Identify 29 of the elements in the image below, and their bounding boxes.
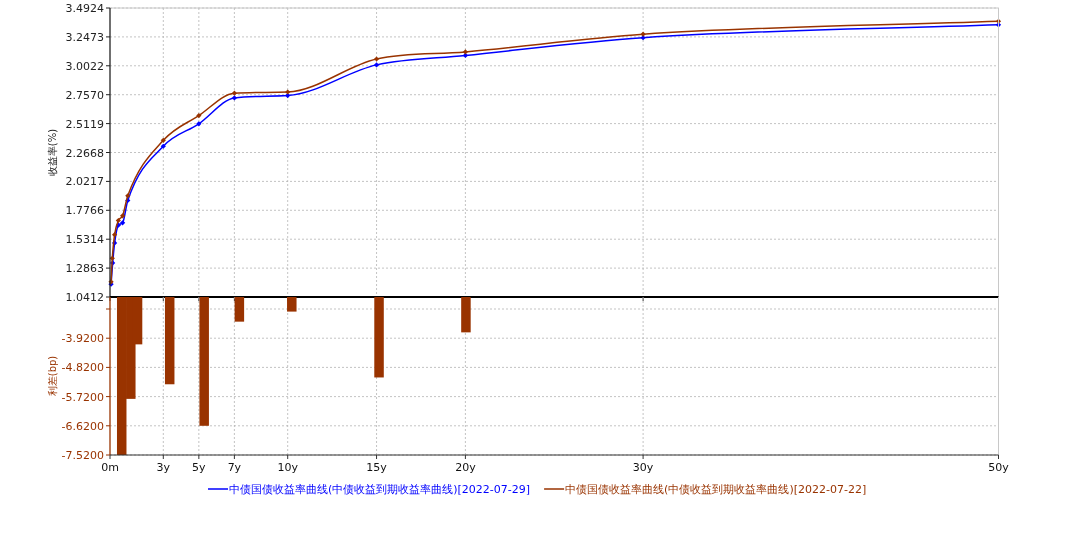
y-tick-label: 2.7570 bbox=[65, 88, 104, 102]
y-tick-label: 1.2863 bbox=[65, 262, 104, 276]
y-tick-label: 2.2668 bbox=[65, 146, 104, 160]
x-tick-label: 7y bbox=[227, 461, 242, 474]
x-tick-label: 15y bbox=[366, 461, 388, 474]
y-tick-label: -7.5200 bbox=[61, 449, 104, 462]
y-tick-label: 1.7766 bbox=[65, 204, 104, 218]
x-tick-label: 30y bbox=[632, 461, 654, 474]
y-axis-title: 收益率(%) bbox=[47, 128, 58, 177]
x-tick-label: 20y bbox=[455, 461, 477, 474]
y-tick-label: 2.5119 bbox=[65, 117, 104, 131]
y-tick-label: -6.6200 bbox=[61, 419, 104, 433]
y-tick-label: 1.5314 bbox=[65, 233, 104, 247]
y-axis-title: 利差(bp) bbox=[47, 355, 58, 397]
y-tick-label: -5.7200 bbox=[61, 390, 104, 404]
y-tick-label: 3.2473 bbox=[65, 30, 104, 44]
y-tick-label: 2.0217 bbox=[65, 175, 104, 189]
x-tick-label: 0m bbox=[101, 461, 119, 474]
y-tick-label: 3.4924 bbox=[65, 2, 104, 15]
y-tick-label: 3.0022 bbox=[65, 59, 104, 73]
legend-label: 中债国债收益率曲线(中债收益到期收益率曲线)[2022-07-29] bbox=[229, 483, 531, 496]
x-tick-label: 3y bbox=[156, 461, 171, 474]
y-tick-label: 1.0412 bbox=[65, 291, 104, 304]
x-tick-label: 5y bbox=[192, 461, 207, 474]
x-tick-label: 50y bbox=[988, 461, 1010, 474]
legend-label: 中债国债收益率曲线(中债收益到期收益率曲线)[2022-07-22] bbox=[565, 483, 867, 496]
y-tick-label: -3.9200 bbox=[61, 332, 104, 346]
y-tick-label: -4.8200 bbox=[61, 361, 104, 375]
x-tick-label: 10y bbox=[277, 461, 299, 474]
